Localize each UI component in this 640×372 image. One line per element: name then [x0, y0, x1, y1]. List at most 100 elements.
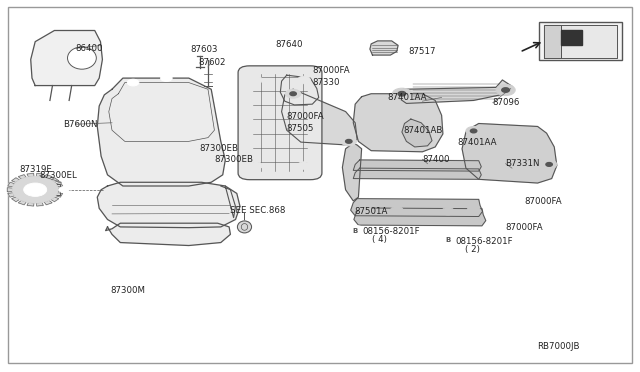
Circle shape — [358, 205, 371, 212]
Polygon shape — [56, 193, 63, 197]
Text: RB7000JB: RB7000JB — [538, 342, 580, 351]
Polygon shape — [342, 143, 362, 201]
Polygon shape — [46, 184, 60, 195]
Polygon shape — [12, 197, 19, 202]
Polygon shape — [7, 188, 12, 192]
Polygon shape — [56, 182, 63, 187]
Ellipse shape — [237, 221, 252, 233]
Circle shape — [496, 84, 515, 96]
Polygon shape — [97, 182, 240, 228]
Text: 87401AA: 87401AA — [388, 93, 428, 102]
Circle shape — [466, 126, 481, 135]
Circle shape — [398, 92, 406, 96]
Text: 87501A: 87501A — [355, 207, 388, 216]
Text: 87300EB: 87300EB — [200, 144, 239, 153]
Polygon shape — [280, 75, 319, 105]
Text: 87517: 87517 — [408, 47, 436, 56]
Polygon shape — [397, 80, 512, 103]
Text: ( 2): ( 2) — [465, 245, 480, 254]
Text: 87300EL: 87300EL — [40, 171, 77, 180]
Polygon shape — [354, 208, 486, 226]
Circle shape — [502, 88, 509, 92]
FancyBboxPatch shape — [539, 22, 622, 60]
Circle shape — [390, 206, 403, 214]
Text: 87602: 87602 — [198, 58, 226, 67]
Text: B: B — [445, 237, 451, 243]
Text: SEE SEC.868: SEE SEC.868 — [230, 206, 286, 215]
Circle shape — [439, 235, 457, 245]
Polygon shape — [27, 202, 34, 206]
Polygon shape — [36, 173, 44, 177]
Circle shape — [24, 183, 47, 196]
Polygon shape — [353, 168, 481, 179]
Circle shape — [298, 162, 310, 169]
Circle shape — [341, 137, 356, 146]
Circle shape — [346, 225, 364, 236]
Polygon shape — [31, 31, 102, 86]
Ellipse shape — [68, 47, 96, 69]
Polygon shape — [36, 202, 44, 206]
Polygon shape — [19, 201, 26, 205]
Polygon shape — [462, 124, 557, 183]
Circle shape — [298, 76, 310, 84]
Circle shape — [12, 176, 58, 203]
Text: 87505: 87505 — [287, 124, 314, 133]
Text: 87300EB: 87300EB — [214, 155, 253, 164]
Circle shape — [250, 162, 262, 169]
Text: 87096: 87096 — [493, 98, 520, 107]
Circle shape — [59, 187, 69, 193]
Polygon shape — [353, 94, 443, 152]
Text: 86400: 86400 — [76, 44, 103, 53]
Polygon shape — [19, 175, 26, 179]
Text: B7331N: B7331N — [506, 159, 540, 168]
Text: 87603: 87603 — [191, 45, 218, 54]
Text: B: B — [353, 228, 358, 234]
Text: 08156-8201F: 08156-8201F — [456, 237, 513, 246]
Circle shape — [546, 163, 552, 166]
Polygon shape — [51, 178, 59, 182]
Circle shape — [392, 88, 412, 99]
Polygon shape — [106, 223, 230, 246]
Circle shape — [127, 79, 139, 86]
Polygon shape — [44, 175, 52, 179]
Text: 87300M: 87300M — [110, 286, 145, 295]
Text: 87000FA: 87000FA — [312, 66, 350, 75]
Polygon shape — [370, 41, 398, 55]
Text: 87319E: 87319E — [19, 165, 52, 174]
Polygon shape — [97, 78, 225, 186]
Polygon shape — [282, 89, 357, 145]
Polygon shape — [58, 188, 63, 192]
Polygon shape — [351, 199, 483, 217]
Text: 08156-8201F: 08156-8201F — [362, 227, 420, 236]
Circle shape — [470, 129, 477, 133]
Polygon shape — [51, 197, 59, 202]
Text: 87000FA: 87000FA — [506, 223, 543, 232]
Text: 87400: 87400 — [422, 155, 450, 164]
Circle shape — [161, 75, 172, 81]
Polygon shape — [353, 160, 481, 171]
Circle shape — [285, 89, 301, 98]
Polygon shape — [27, 173, 34, 177]
Circle shape — [290, 92, 296, 96]
Text: 87000FA: 87000FA — [287, 112, 324, 121]
Text: B7600N: B7600N — [63, 120, 97, 129]
Polygon shape — [561, 30, 582, 45]
Circle shape — [250, 76, 262, 84]
Polygon shape — [8, 193, 15, 197]
Polygon shape — [12, 178, 19, 182]
Polygon shape — [44, 201, 52, 205]
Circle shape — [541, 160, 557, 169]
Text: 87330: 87330 — [312, 78, 340, 87]
Circle shape — [442, 208, 454, 215]
Polygon shape — [402, 119, 432, 147]
Polygon shape — [544, 25, 561, 58]
Text: 87401AA: 87401AA — [458, 138, 497, 147]
Polygon shape — [561, 25, 617, 58]
Circle shape — [346, 140, 352, 143]
FancyBboxPatch shape — [238, 66, 322, 180]
Text: ( 4): ( 4) — [372, 235, 387, 244]
Text: 87640: 87640 — [275, 40, 303, 49]
Polygon shape — [8, 182, 15, 187]
Circle shape — [467, 206, 480, 214]
Text: 87000FA: 87000FA — [525, 197, 563, 206]
